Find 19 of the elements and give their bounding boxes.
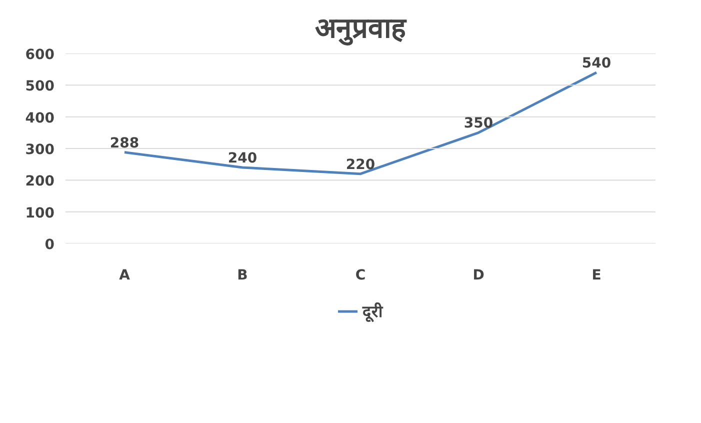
y-tick-label: 200 — [25, 174, 55, 190]
y-tick-label: 300 — [25, 142, 55, 158]
x-tick-label: C — [355, 268, 366, 284]
x-tick-label: A — [119, 268, 130, 284]
y-tick-label: 500 — [25, 78, 55, 95]
y-tick-label: 600 — [25, 47, 55, 63]
x-tick-label: E — [592, 268, 602, 284]
data-label: 220 — [346, 156, 376, 173]
data-label: 240 — [228, 150, 258, 166]
y-tick-label: 400 — [25, 110, 55, 126]
y-tick-label: 0 — [44, 237, 55, 253]
data-label: 540 — [582, 56, 612, 72]
data-label: 350 — [464, 116, 494, 132]
y-tick-label: 100 — [25, 205, 55, 222]
legend-label: दूरी — [362, 301, 382, 322]
chart-title: अनुप्रवाह — [315, 12, 407, 46]
data-label: 288 — [110, 135, 140, 152]
x-tick-label: D — [472, 268, 484, 284]
x-tick-label: B — [237, 268, 248, 284]
